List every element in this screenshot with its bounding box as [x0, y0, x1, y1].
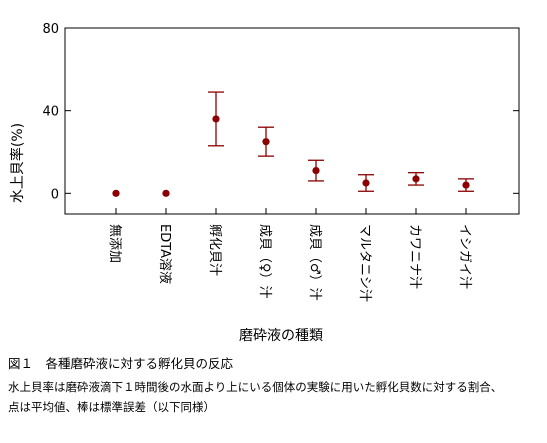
x-tick-label: 成貝（♀）汁 — [257, 224, 272, 299]
caption-line-2: 点は平均値、棒は標準誤差（以下同様） — [8, 400, 215, 414]
data-point — [412, 175, 420, 183]
data-point — [362, 179, 370, 187]
y-tick-label: 40 — [42, 105, 59, 120]
data-marks — [112, 91, 474, 197]
data-point — [462, 181, 470, 189]
data-point — [212, 115, 220, 123]
data-point — [112, 189, 120, 197]
data-point — [162, 189, 170, 197]
x-tick-label: EDTA溶液 — [157, 224, 172, 284]
chart: 0 40 80 無添加 EDTA溶液 孵化貝汁 成貝（♀）汁 成貝（♂）汁 マルタニシ汁 カワニ… — [9, 22, 520, 344]
x-axis-label: 磨砕液の種類 — [239, 328, 323, 344]
x-tick-label: 成貝（♂）汁 — [307, 224, 322, 301]
x-tick-label: カワニナ汁 — [407, 224, 422, 289]
plot-area — [64, 27, 520, 215]
x-axis-categories: 無添加 EDTA溶液 孵化貝汁 成貝（♀）汁 成貝（♂）汁 マルタニシ汁 カワニナ汁 イシガイ… — [107, 208, 472, 302]
caption-title: 図１ 各種磨砕液に対する孵化貝の反応 — [8, 356, 234, 371]
x-tick-label: 孵化貝汁 — [207, 224, 222, 276]
data-point — [312, 167, 320, 175]
figure-caption: 図１ 各種磨砕液に対する孵化貝の反応 水上貝率は磨砕液滴下１時間後の水面より上に… — [8, 355, 543, 417]
y-tick-label: 0 — [51, 187, 59, 202]
x-tick-label: イシガイ汁 — [457, 224, 472, 289]
data-point — [262, 138, 270, 146]
x-tick-label: 無添加 — [107, 224, 122, 263]
y-axis-label: 水上貝率(%) — [9, 123, 26, 203]
y-tick-label: 80 — [42, 22, 59, 37]
x-tick-label: マルタニシ汁 — [357, 224, 372, 302]
y-axis-ticks: 0 40 80 — [42, 22, 519, 202]
plot-frame — [64, 27, 520, 215]
caption-line-1: 水上貝率は磨砕液滴下１時間後の水面より上にいる個体の実験に用いた孵化貝数に対する… — [8, 380, 503, 394]
